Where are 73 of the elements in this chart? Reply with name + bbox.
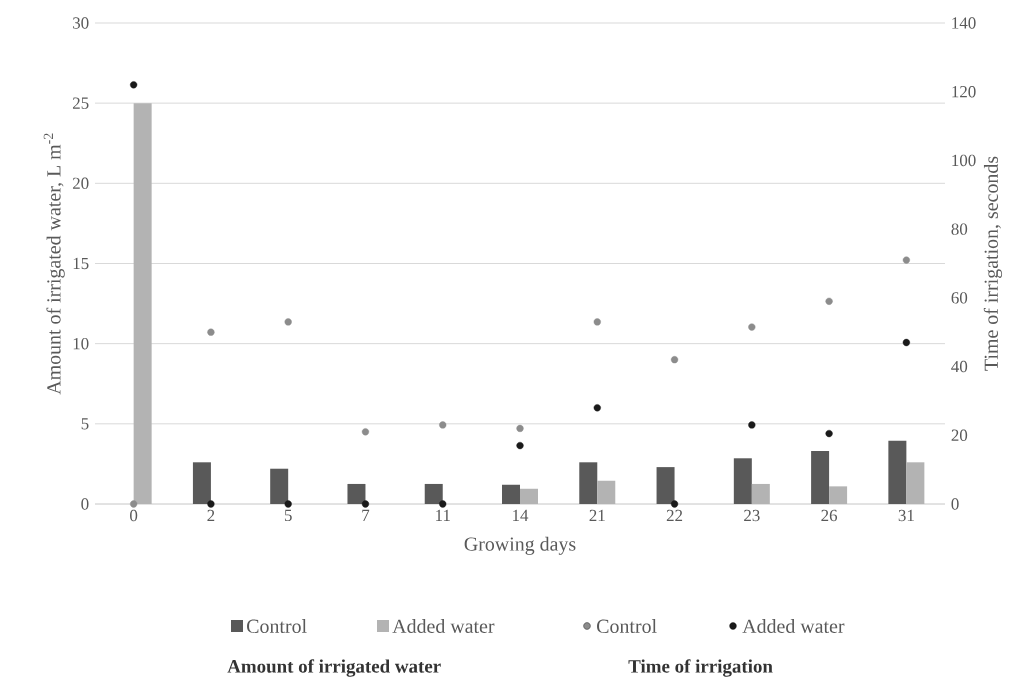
- legend-label: Control: [247, 618, 307, 633]
- bar: [520, 488, 539, 504]
- y-tick-label: 0: [81, 498, 89, 510]
- bar: [751, 483, 770, 504]
- point: [516, 424, 524, 432]
- y-tick-label: 25: [72, 97, 89, 109]
- point: [284, 318, 292, 326]
- bar: [888, 440, 907, 504]
- bar: [811, 451, 830, 504]
- bar: [192, 462, 211, 504]
- legend-label: Added water: [392, 618, 495, 633]
- legend-label: Control: [597, 618, 657, 633]
- y-tick-label: 5: [81, 418, 89, 430]
- x-tick-label: 11: [436, 509, 450, 522]
- point: [130, 81, 138, 89]
- point: [207, 500, 215, 508]
- point: [748, 323, 756, 331]
- point: [593, 318, 601, 326]
- y2-axis-title: Time of irrigation, seconds: [983, 156, 1003, 371]
- bar: [597, 480, 616, 504]
- point: [439, 500, 447, 508]
- x-axis-title: Growing days: [464, 536, 576, 555]
- x-tick-label: 14: [513, 509, 529, 522]
- bar: [579, 462, 598, 504]
- y2-tick-label: 20: [951, 429, 968, 441]
- point: [902, 256, 910, 264]
- y-tick-label: 10: [73, 337, 89, 350]
- x-tick-label: 23: [744, 509, 760, 522]
- y2-tick-label: 80: [951, 223, 968, 235]
- y2-tick-label: 100: [952, 154, 976, 167]
- point: [902, 338, 910, 347]
- y-axis-title: Amount of irrigated water, L m$^{-2}$: [43, 133, 65, 395]
- x-tick-label: 5: [284, 509, 292, 522]
- point: [284, 500, 292, 508]
- bar: [733, 458, 752, 504]
- point: [670, 356, 679, 364]
- x-tick-label: 22: [666, 509, 683, 522]
- y-tick-label: 15: [73, 257, 89, 270]
- x-tick-label: 2: [207, 509, 215, 522]
- bar: [270, 468, 289, 504]
- point: [207, 328, 215, 336]
- x-tick-label: 0: [130, 509, 138, 522]
- bar: [906, 462, 925, 504]
- y2-tick-label: 40: [951, 360, 968, 373]
- y2-tick-label: 140: [952, 17, 976, 29]
- bar: [829, 486, 848, 504]
- text: Amount of irrigated water: [227, 659, 441, 677]
- bar: [502, 484, 521, 504]
- point: [748, 421, 756, 429]
- point: [516, 441, 524, 450]
- point: [825, 297, 833, 305]
- x-tick-label: 7: [362, 509, 370, 521]
- point: [593, 404, 601, 412]
- x-tick-label: 21: [589, 509, 605, 522]
- y2-tick-label: 120: [952, 85, 976, 98]
- bar: [656, 467, 675, 504]
- text: Time of irrigation: [628, 659, 773, 677]
- y-tick-label: 20: [72, 177, 89, 190]
- point: [361, 428, 370, 436]
- bar: [133, 103, 152, 504]
- bar: [347, 483, 366, 504]
- x-tick-label: 26: [821, 509, 838, 522]
- y2-tick-label: 60: [951, 292, 968, 304]
- point: [439, 421, 447, 429]
- bar: [424, 483, 443, 504]
- legend-label: Added water: [742, 618, 845, 633]
- point: [130, 500, 138, 508]
- y2-tick-label: 0: [951, 498, 959, 510]
- y-tick-label: 30: [73, 17, 89, 29]
- point: [825, 429, 833, 438]
- x-tick-label: 31: [898, 509, 914, 522]
- point: [361, 500, 370, 508]
- point: [670, 500, 679, 508]
